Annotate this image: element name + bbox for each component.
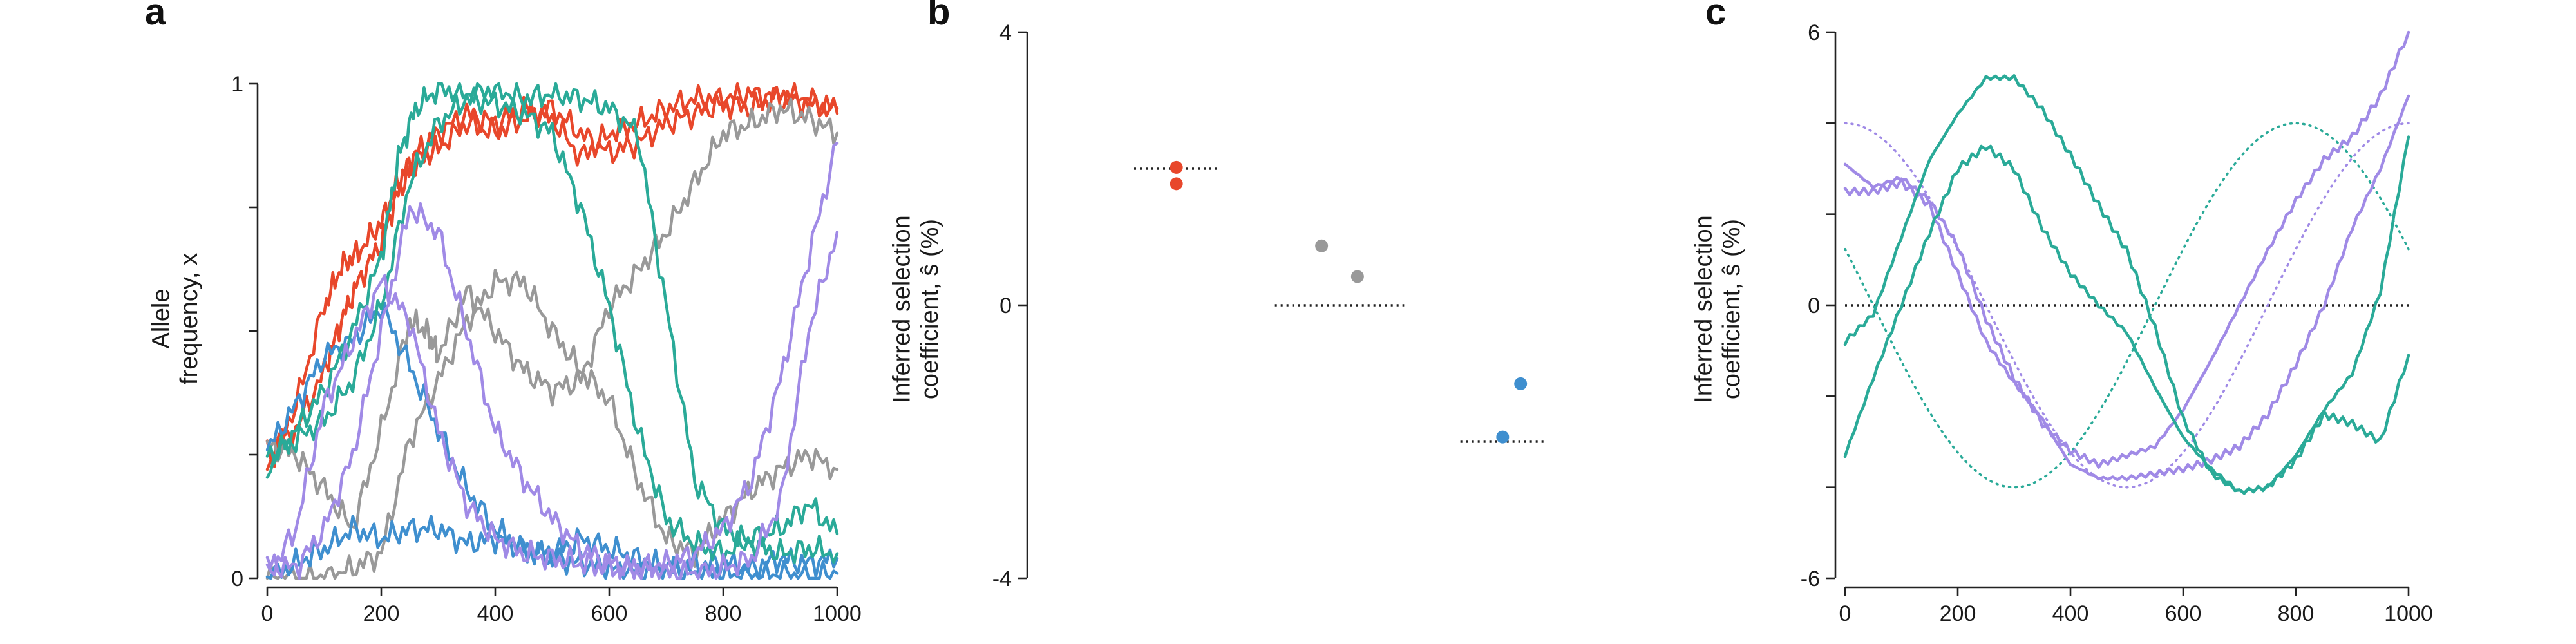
a-series-neutral-3	[265, 269, 839, 580]
panel-b-axes: -4 0 4	[992, 21, 1028, 591]
panel-c-axes: -6 0 6 0 200 400 600 800 1000	[1801, 21, 2433, 626]
a-series-purple-9	[265, 202, 839, 580]
a-series-neutral-2	[265, 97, 839, 531]
b-ylabel-text: Inferred selectioncoefficient, ŝ (%)	[888, 215, 943, 403]
a-x-tick-label-4: 800	[705, 601, 742, 626]
c-true-function-green	[1844, 122, 2410, 489]
a-x-tick-label-0: 0	[261, 601, 274, 626]
a-x-tick-label-2: 400	[477, 601, 514, 626]
c-ylabel-line-1: coefficient, ŝ (%)	[1718, 219, 1745, 399]
b-point-positive-1	[1170, 177, 1183, 191]
c-y-tick-label-1: 0	[1808, 294, 1820, 318]
panel-a-series	[265, 82, 839, 580]
a-x-tick-label-5: 1000	[813, 601, 862, 626]
b-y-tick-label-1: 0	[999, 294, 1012, 318]
a-series-negative-5	[265, 515, 839, 580]
c-ylabel-text: Inferred selectioncoefficient, ŝ (%)	[1690, 215, 1745, 403]
a-series-positive-1	[265, 82, 839, 461]
a-ylabel-line-0: Allele	[147, 289, 175, 349]
a-x-tick-label-1: 200	[363, 601, 400, 626]
c-ylabel-line-0: Inferred selection	[1690, 215, 1717, 403]
b-ylabel-line-0: Inferred selection	[888, 215, 915, 403]
panel-a-y-axis-label: Allelefrequency, x	[147, 253, 203, 384]
c-y-tick-label-0: -6	[1801, 567, 1820, 591]
c-series-green-3	[1843, 144, 2410, 495]
a-series-purple-8	[265, 141, 839, 580]
panel-c-y-axis-label: Inferred selectioncoefficient, ŝ (%)	[1690, 215, 1745, 403]
panel-c-series	[1843, 30, 2410, 495]
a-series-green-7	[265, 86, 839, 564]
b-y-tick-label-0: -4	[992, 567, 1012, 591]
a-y-tick-label-1: 1	[231, 72, 243, 97]
b-point-neutral-1	[1350, 270, 1364, 283]
panel-c: c Inferred selectioncoefficient, ŝ (%) -…	[1690, 0, 2432, 626]
panel-b-y-axis-label: Inferred selectioncoefficient, ŝ (%)	[888, 215, 943, 403]
c-x-tick-label-5: 1000	[2384, 601, 2433, 626]
a-series-positive-0	[265, 82, 839, 471]
b-ylabel-line-1: coefficient, ŝ (%)	[916, 219, 943, 399]
panel-a-letter: a	[145, 0, 166, 33]
b-point-negative-1	[1496, 430, 1510, 444]
b-y-tick-label-2: 4	[999, 21, 1012, 45]
panel-c-letter: c	[1705, 0, 1726, 33]
c-x-tick-label-1: 200	[1940, 601, 1976, 626]
c-series-purple-1	[1843, 94, 2410, 482]
c-y-tick-label-2: 6	[1808, 21, 1820, 45]
panel-b: b Inferred selectioncoefficient, ŝ (%) -…	[888, 0, 1545, 591]
c-series-green-2	[1843, 74, 2410, 495]
a-y-tick-label-0: 0	[231, 567, 243, 591]
b-point-negative-0	[1514, 377, 1528, 390]
panel-b-marks	[1134, 160, 1545, 444]
c-x-tick-label-3: 600	[2165, 601, 2202, 626]
panel-a-axes: 0 1 0 200 400 600 800 1000	[231, 72, 862, 626]
a-ylabel-text: Allelefrequency, x	[147, 253, 203, 384]
b-point-neutral-0	[1315, 239, 1329, 252]
panel-a: a Allelefrequency, x 0 1 0 200 400 600 800 1000	[145, 0, 862, 626]
c-x-tick-label-2: 400	[2052, 601, 2089, 626]
panel-b-letter: b	[927, 0, 950, 33]
a-ylabel-line-1: frequency, x	[176, 253, 203, 384]
a-x-tick-label-3: 600	[591, 601, 628, 626]
c-x-tick-label-4: 800	[2278, 601, 2315, 626]
b-point-positive-0	[1170, 160, 1183, 174]
c-series-purple-0	[1843, 30, 2410, 469]
c-x-tick-label-0: 0	[1839, 601, 1852, 626]
